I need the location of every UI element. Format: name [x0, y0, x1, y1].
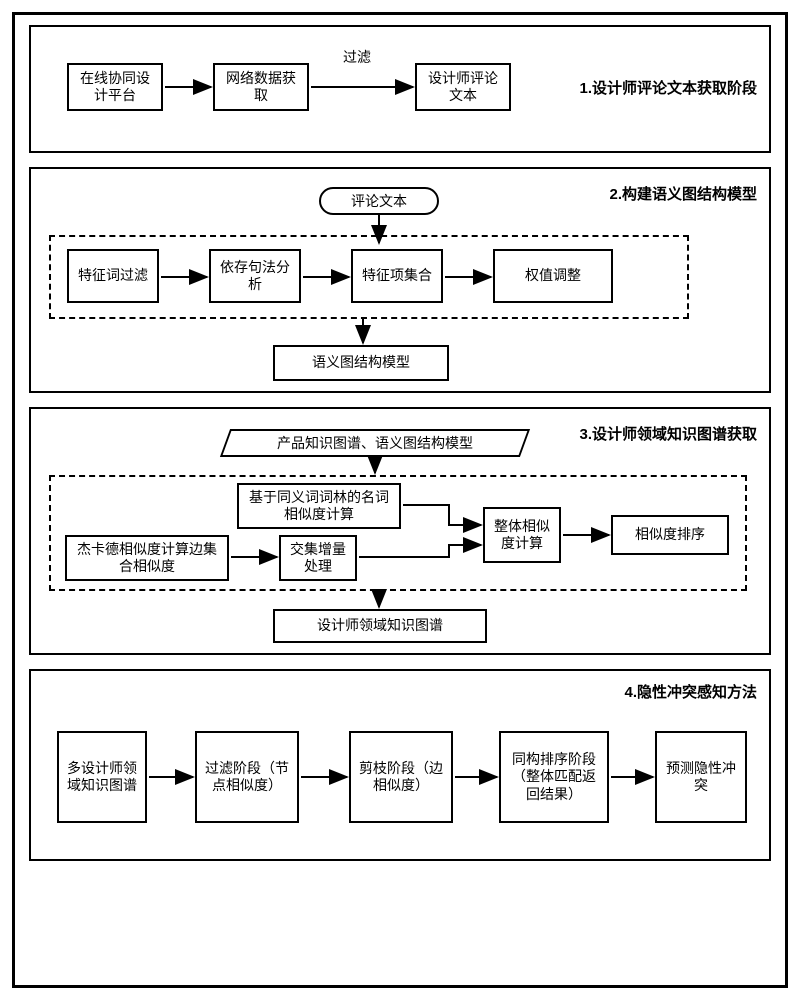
node-overall-similarity: 整体相似度计算	[483, 507, 561, 563]
diagram-root: 1.设计师评论文本获取阶段 在线协同设计平台 网络数据获取 设计师评论文本 过滤…	[12, 12, 788, 988]
panel-2-dashed-group: 特征词过滤 依存句法分析 特征项集合 权值调整	[49, 235, 689, 319]
node-isomorph-rank: 同构排序阶段（整体匹配返回结果）	[499, 731, 609, 823]
panel-2-body: 评论文本 特征词过滤 依存句法分析 特征项集合 权值调整 语义图结构模型	[43, 183, 757, 377]
panel-3-dashed-group: 基于同义词词林的名词相似度计算 杰卡德相似度计算边集合相似度 交集增量处理 整体…	[49, 475, 747, 591]
node-jaccard-edge-sim: 杰卡德相似度计算边集合相似度	[65, 535, 229, 581]
node-intersection-inc: 交集增量处理	[279, 535, 357, 581]
panel-1-body: 在线协同设计平台 网络数据获取 设计师评论文本 过滤	[43, 41, 757, 137]
node-online-platform: 在线协同设计平台	[67, 63, 163, 111]
panel-3-body: 产品知识图谱、语义图结构模型 基于同义词词林的名词相似度计算 杰卡德相似度计算边…	[43, 423, 757, 639]
node-semantic-graph-model: 语义图结构模型	[273, 345, 449, 381]
node-dependency-parse: 依存句法分析	[209, 249, 301, 303]
node-filter-stage: 过滤阶段（节点相似度）	[195, 731, 299, 823]
panel-2: 2.构建语义图结构模型 评论文本 特征词过滤 依存句法分析 特征项集合 权值调整…	[29, 167, 771, 393]
node-prune-stage: 剪枝阶段（边相似度）	[349, 731, 453, 823]
node-predict-conflict: 预测隐性冲突	[655, 731, 747, 823]
edge-label-filter: 过滤	[343, 47, 371, 67]
panel-1: 1.设计师评论文本获取阶段 在线协同设计平台 网络数据获取 设计师评论文本 过滤	[29, 25, 771, 153]
node-input-comments: 评论文本	[319, 187, 439, 215]
node-feature-filter: 特征词过滤	[67, 249, 159, 303]
node-designer-comments: 设计师评论文本	[415, 63, 511, 111]
node-web-data-fetch: 网络数据获取	[213, 63, 309, 111]
node-synonym-similarity: 基于同义词词林的名词相似度计算	[237, 483, 401, 529]
panel-4: 4.隐性冲突感知方法 多设计师领域知识图谱 过滤阶段（节点相似度） 剪枝阶段（边…	[29, 669, 771, 861]
node-designer-domain-kg: 设计师领域知识图谱	[273, 609, 487, 643]
node-weight-adjust: 权值调整	[493, 249, 613, 303]
node-input-kg-and-model: 产品知识图谱、语义图结构模型	[225, 429, 525, 457]
node-similarity-rank: 相似度排序	[611, 515, 729, 555]
panel-3: 3.设计师领域知识图谱获取 产品知识图谱、语义图结构模型 基于同义词词林的名词相…	[29, 407, 771, 655]
panel-4-body: 多设计师领域知识图谱 过滤阶段（节点相似度） 剪枝阶段（边相似度） 同构排序阶段…	[43, 685, 757, 845]
node-feature-set: 特征项集合	[351, 249, 443, 303]
node-multi-designer-kg: 多设计师领域知识图谱	[57, 731, 147, 823]
